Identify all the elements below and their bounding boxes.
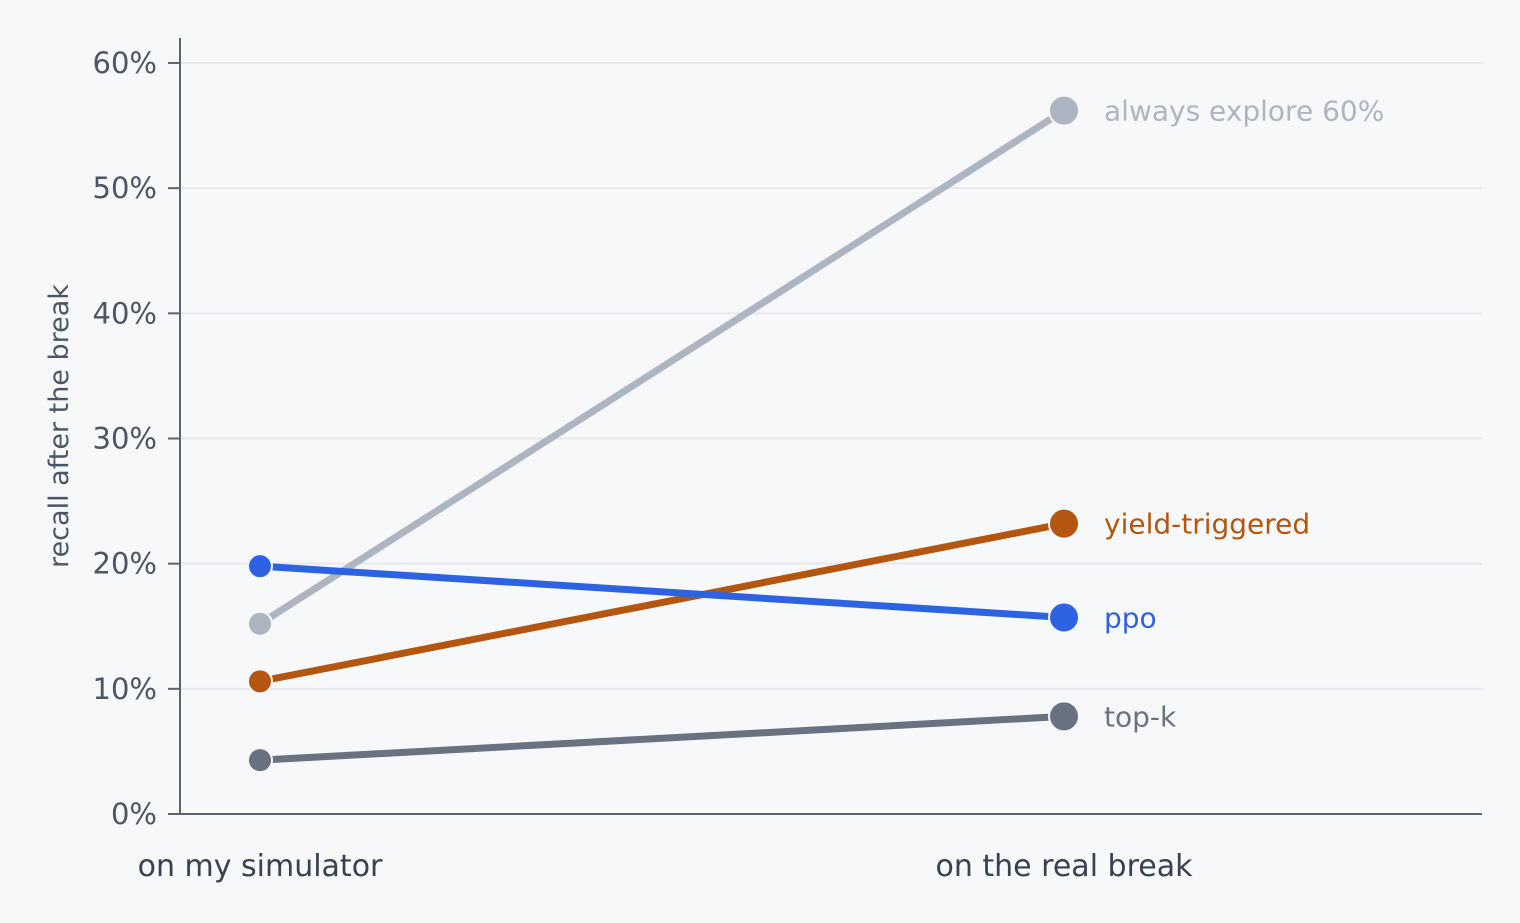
series-lines [256,107,1068,764]
series-line-always-explore-60 [256,107,1068,628]
y-tick-label: 50% [93,171,157,205]
series-points [247,94,1080,774]
y-tick-label: 60% [93,46,157,80]
y-axis-title: recall after the break [44,284,75,568]
y-tick-label: 10% [93,672,157,706]
axes [179,38,1482,815]
x-category-label: on my simulator [138,849,383,884]
data-point-top-k [247,747,273,774]
y-tick-label: 40% [93,296,157,330]
series-label-yield-triggered: yield-triggered [1104,508,1310,541]
series-labels: always explore 60% yield-triggered ppo top-… [1104,95,1384,734]
data-point-ppo [1048,601,1080,634]
data-point-always-explore-60 [247,610,273,637]
series-label-always-explore-60: always explore 60% [1104,95,1384,128]
x-category-label: on the real break [936,849,1194,884]
y-tick-label: 20% [93,547,157,581]
y-ticks: 0% 10% 20% 30% 40% 50% 60% [93,46,180,831]
data-point-yield-triggered [247,668,273,695]
series-line-ppo [256,562,1068,621]
grid-lines [180,62,1482,690]
series-line-yield-triggered [256,520,1068,685]
y-tick-label: 30% [93,422,157,456]
data-point-yield-triggered [1048,507,1080,540]
series-line-top-k [256,712,1068,764]
x-category-labels: on my simulator on the real break [138,849,1194,884]
data-point-top-k [1048,700,1080,733]
series-label-top-k: top-k [1104,700,1177,733]
data-point-ppo [247,553,273,580]
series-label-ppo: ppo [1104,601,1157,634]
data-point-always-explore-60 [1048,94,1080,127]
y-tick-label: 0% [111,797,157,831]
